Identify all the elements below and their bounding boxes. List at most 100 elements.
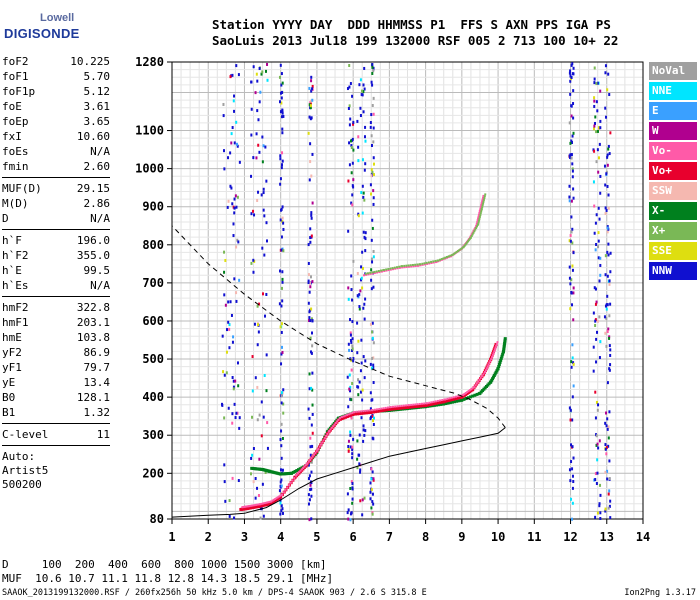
trace-point	[445, 255, 448, 258]
echo-point	[232, 379, 235, 383]
echo-point	[570, 290, 573, 294]
echo-point	[221, 402, 224, 406]
echo-point	[310, 487, 313, 491]
echo-point	[258, 413, 261, 417]
trace-point	[478, 215, 481, 218]
trace-point	[337, 418, 340, 421]
echo-point	[231, 376, 234, 380]
param-name: foF2	[2, 55, 29, 68]
echo-point	[231, 202, 234, 206]
echo-point	[362, 439, 365, 443]
echo-point	[571, 241, 574, 245]
echo-point	[235, 120, 238, 124]
trace-point	[259, 503, 262, 506]
echo-point	[349, 333, 352, 337]
echo-point	[222, 149, 225, 153]
trace-point	[450, 398, 454, 402]
trace-point	[408, 405, 412, 409]
logo-line2: DIGISONDE	[4, 26, 80, 41]
trace-point	[482, 198, 485, 201]
trace-point	[371, 409, 374, 412]
echo-point	[356, 385, 359, 389]
echo-point	[570, 360, 573, 364]
echo-point	[307, 131, 310, 135]
echo-point	[265, 221, 268, 225]
trace-point	[464, 243, 467, 246]
echo-point	[571, 418, 574, 422]
echo-point	[358, 462, 361, 466]
auto-software: Artist5	[2, 464, 49, 477]
trace-point	[412, 403, 415, 406]
echo-point	[281, 507, 284, 511]
legend-entry: NNE	[649, 82, 697, 100]
echo-point	[599, 89, 602, 93]
trace-point	[493, 348, 496, 351]
echo-point	[350, 348, 353, 352]
legend-entry: NoVal	[649, 62, 697, 80]
echo-point	[311, 371, 314, 375]
echo-point	[606, 330, 609, 334]
echo-point	[371, 321, 374, 325]
echo-point	[250, 80, 253, 84]
trace-point	[400, 406, 404, 410]
echo-point	[252, 156, 255, 160]
echo-point	[280, 429, 283, 433]
echo-point	[594, 319, 597, 323]
trace-point	[329, 428, 332, 431]
trace-point	[391, 267, 394, 270]
echo-point	[362, 90, 365, 94]
trace-point	[317, 447, 320, 450]
trace-point	[501, 352, 505, 356]
echo-point	[254, 477, 257, 481]
echo-point	[571, 268, 574, 272]
echo-point	[572, 102, 575, 106]
echo-point	[570, 153, 573, 157]
trace-point	[471, 394, 475, 398]
echo-point	[238, 278, 241, 282]
echo-point	[597, 446, 600, 450]
echo-point	[310, 213, 313, 217]
trace-point	[419, 263, 422, 266]
trace-point	[484, 193, 487, 196]
echo-point	[232, 335, 235, 339]
x-tick-label: 7	[386, 530, 393, 544]
echo-point	[608, 459, 611, 463]
trace-point	[385, 269, 388, 272]
echo-point	[607, 506, 610, 510]
trace-point	[503, 341, 507, 345]
param-value: 5.12	[83, 85, 111, 98]
auto-version: 500200	[2, 478, 42, 491]
echo-point	[607, 425, 610, 429]
echo-point	[607, 242, 610, 246]
param-value: 79.7	[83, 361, 111, 374]
echo-point	[230, 132, 233, 136]
echo-point	[349, 82, 352, 86]
param-name: foEs	[2, 145, 29, 158]
trace-point	[412, 405, 416, 409]
trace-point	[378, 407, 381, 410]
echo-point	[361, 250, 364, 254]
trace-point	[358, 412, 362, 416]
trace-point	[362, 410, 365, 413]
trace-point	[464, 397, 468, 401]
echo-point	[571, 356, 574, 360]
echo-point	[233, 211, 236, 215]
trace-point	[492, 352, 495, 355]
trace-point	[448, 401, 452, 405]
echo-point	[364, 429, 367, 433]
trace-point	[484, 370, 487, 373]
trace-point	[488, 361, 491, 364]
trace-point	[480, 204, 483, 207]
echo-point	[351, 448, 354, 452]
trace-point	[382, 407, 385, 410]
echo-point	[280, 484, 283, 488]
echo-point	[371, 398, 374, 402]
trace-point	[396, 267, 399, 270]
trace-point	[432, 261, 435, 264]
trace-point	[424, 404, 428, 408]
separator	[2, 177, 110, 178]
trace-point	[497, 365, 501, 369]
trace-point	[300, 468, 303, 471]
lowell-digisonde-logo: Lowell DIGISONDE	[0, 6, 80, 46]
param-row: foF1p 5.12	[2, 84, 110, 99]
